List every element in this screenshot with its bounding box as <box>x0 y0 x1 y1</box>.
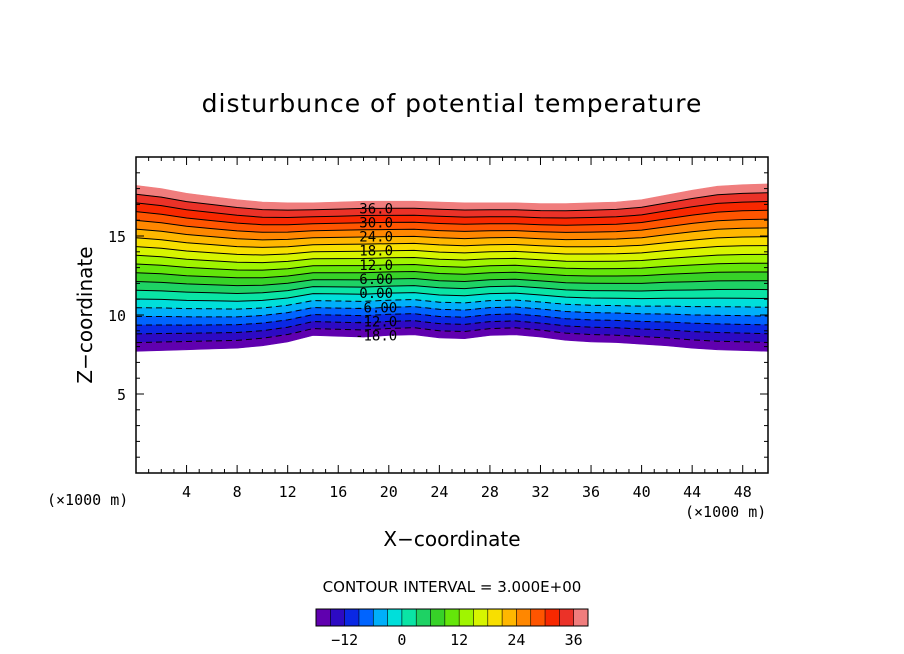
contour-line <box>136 253 768 264</box>
x-tick-label: 20 <box>380 483 398 501</box>
colorbar-cell <box>358 609 374 626</box>
x-tick-label: 48 <box>734 483 752 501</box>
colorbar-cell <box>430 609 446 626</box>
y-axis-label: Z−coordinate <box>73 246 97 383</box>
contour-line-negative <box>136 306 768 318</box>
colorbar-cell <box>502 609 517 626</box>
contour-label: 24.0 <box>359 230 393 246</box>
x-tick-label: 36 <box>582 483 600 501</box>
x-tick-label: 40 <box>633 483 651 501</box>
colorbar-cell <box>401 609 417 626</box>
contour-line-negative <box>136 313 768 326</box>
colorbar-cell <box>387 609 403 626</box>
contour-line <box>136 285 768 295</box>
x-tick-label: 4 <box>182 483 191 501</box>
chart-title: disturbunce of potential temperature <box>202 89 703 118</box>
colorbar-tick-label: 24 <box>507 631 525 649</box>
contour-labels: -18.0-12.0-6.000.006.0012.018.024.030.03… <box>355 201 397 344</box>
contour-line <box>136 270 768 279</box>
colorbar-tick-label: 12 <box>450 631 468 649</box>
contour-label: -12.0 <box>355 314 397 330</box>
x-tick-label: 12 <box>279 483 297 501</box>
contour-line <box>136 277 768 287</box>
colorbar-cell <box>487 609 503 626</box>
colorbar-tick-label: 36 <box>565 631 583 649</box>
colorbar-cell <box>373 609 388 626</box>
x-tick-label: 32 <box>531 483 549 501</box>
x-tick-label: 8 <box>233 483 242 501</box>
colorbar-cell <box>416 609 431 626</box>
colorbar-cell <box>516 609 532 626</box>
x-tick-label: 24 <box>430 483 448 501</box>
contour-label: 36.0 <box>359 201 393 217</box>
colorbar-cell <box>573 609 589 626</box>
contour-line <box>136 245 768 256</box>
y-tick-label: 10 <box>108 307 126 325</box>
colorbar-tick-label: −12 <box>331 631 358 649</box>
x-axis-ticks: 4 8 12 16 20 24 28 32 36 40 44 48 <box>148 157 756 501</box>
colorbar-cell <box>330 609 345 626</box>
colorbar-tick-label: 0 <box>397 631 406 649</box>
colorbar-cell <box>473 609 489 626</box>
contour-line <box>136 227 768 241</box>
contour-label: 6.00 <box>359 272 393 288</box>
y-tick-label: 5 <box>117 386 126 404</box>
x-tick-label: 44 <box>683 483 701 501</box>
contour-label: 18.0 <box>359 244 393 260</box>
colorbar-cell <box>530 609 546 626</box>
colorbar-cell <box>316 609 331 626</box>
x-unit-label-right: (×1000 m) <box>685 503 766 521</box>
colorbar: −12 0 12 24 36 <box>315 608 589 649</box>
y-tick-label: 15 <box>108 228 126 246</box>
contour-line <box>136 218 768 233</box>
contour-label: 0.00 <box>359 286 393 302</box>
contour-label: 30.0 <box>359 215 393 231</box>
x-axis-label: X−coordinate <box>383 527 520 551</box>
contour-line-negative <box>136 299 768 310</box>
colorbar-cell <box>444 609 460 626</box>
colorbar-cell <box>545 609 560 626</box>
x-tick-label: 28 <box>481 483 499 501</box>
contour-line <box>136 209 768 226</box>
contour-label: -6.00 <box>355 300 397 316</box>
contour-line-negative <box>136 327 768 344</box>
contour-line <box>136 192 768 212</box>
colorbar-frame <box>315 608 589 627</box>
colorbar-cell <box>559 609 574 626</box>
x-unit-label-left: (×1000 m) <box>47 491 128 509</box>
colorbar-cell <box>344 609 360 626</box>
plot-area <box>136 183 768 352</box>
x-tick-label: 16 <box>329 483 347 501</box>
contour-line <box>136 201 768 219</box>
color-bands <box>136 183 768 352</box>
contour-lines <box>136 192 768 344</box>
contour-line-negative <box>136 320 768 335</box>
contour-label: 12.0 <box>359 258 393 274</box>
contour-interval-label: CONTOUR INTERVAL = 3.000E+00 <box>323 578 582 596</box>
contour-label: -18.0 <box>355 329 397 345</box>
y-axis-ticks: 5 10 15 <box>108 172 768 458</box>
contour-line <box>136 262 768 271</box>
contour-line <box>136 236 768 248</box>
contour-line <box>136 292 768 302</box>
colorbar-cell <box>459 609 474 626</box>
